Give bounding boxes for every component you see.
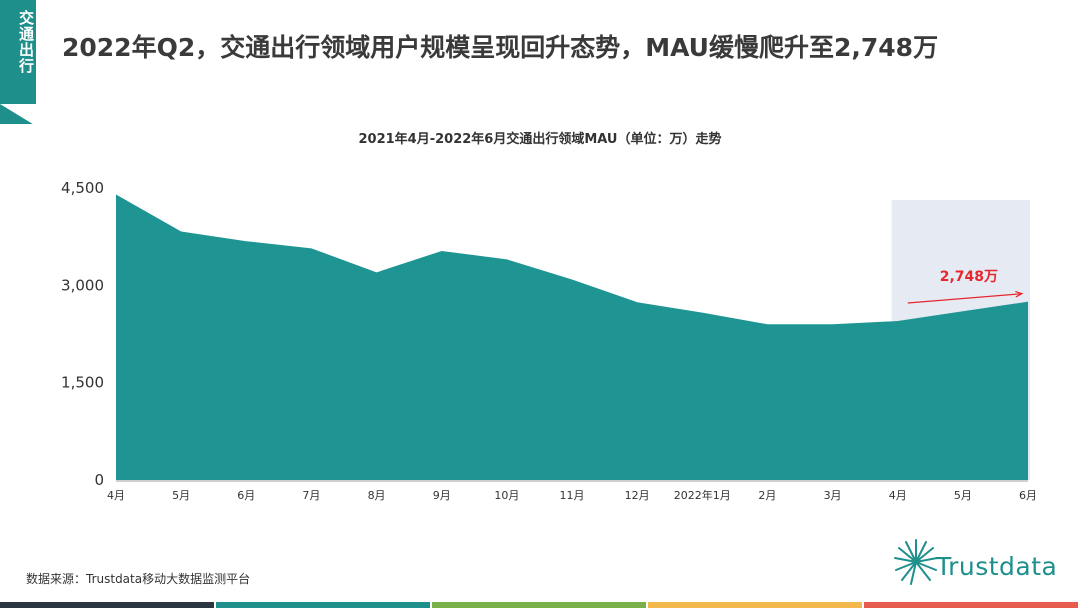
x-tick-label: 10月 — [494, 489, 519, 502]
footer-color-segment — [864, 602, 1078, 608]
logo-text: Trustdata — [936, 552, 1058, 581]
footer-color-segment — [216, 602, 430, 608]
x-tick-label: 12月 — [625, 489, 650, 502]
trustdata-logo: Trustdata — [892, 534, 1072, 594]
annotation-label: 2,748万 — [940, 269, 998, 285]
x-tick-label: 6月 — [1019, 489, 1037, 502]
trend-arrow — [907, 293, 1023, 304]
footer-color-segment — [432, 602, 646, 608]
y-tick-label: 3,000 — [61, 276, 104, 294]
x-tick-label: 5月 — [954, 489, 972, 502]
starburst-icon — [894, 539, 938, 585]
section-tab: 交通出行 — [0, 0, 36, 124]
x-tick-label: 6月 — [237, 489, 255, 502]
trend-arrow-head — [1015, 290, 1024, 298]
x-tick-label: 11月 — [560, 489, 585, 502]
data-source-note: 数据来源：Trustdata移动大数据监测平台 — [26, 572, 251, 586]
x-tick-label: 4月 — [107, 489, 125, 502]
chart-title: 2021年4月-2022年6月交通出行领域MAU（单位：万）走势 — [358, 132, 722, 147]
x-tick-label: 2月 — [758, 489, 776, 502]
x-tick-label: 2022年1月 — [674, 488, 731, 502]
section-tab-label: 交通出行 — [17, 10, 35, 74]
footer-color-bar — [0, 602, 1080, 608]
mau-area — [116, 194, 1028, 480]
x-tick-label: 8月 — [368, 489, 386, 502]
x-tick-label: 7月 — [302, 489, 320, 502]
footer-color-segment — [648, 602, 862, 608]
x-tick-label: 3月 — [824, 489, 842, 502]
x-tick-label: 5月 — [172, 489, 190, 502]
page-title: 2022年Q2，交通出行领域用户规模呈现回升态势，MAU缓慢爬升至2,748万 — [62, 33, 939, 62]
y-tick-label: 1,500 — [61, 374, 104, 392]
footer-color-segment — [0, 602, 214, 608]
x-tick-label: 4月 — [889, 489, 907, 502]
y-tick-label: 4,500 — [61, 179, 104, 197]
y-tick-label: 0 — [94, 471, 104, 489]
x-tick-label: 9月 — [433, 489, 451, 502]
